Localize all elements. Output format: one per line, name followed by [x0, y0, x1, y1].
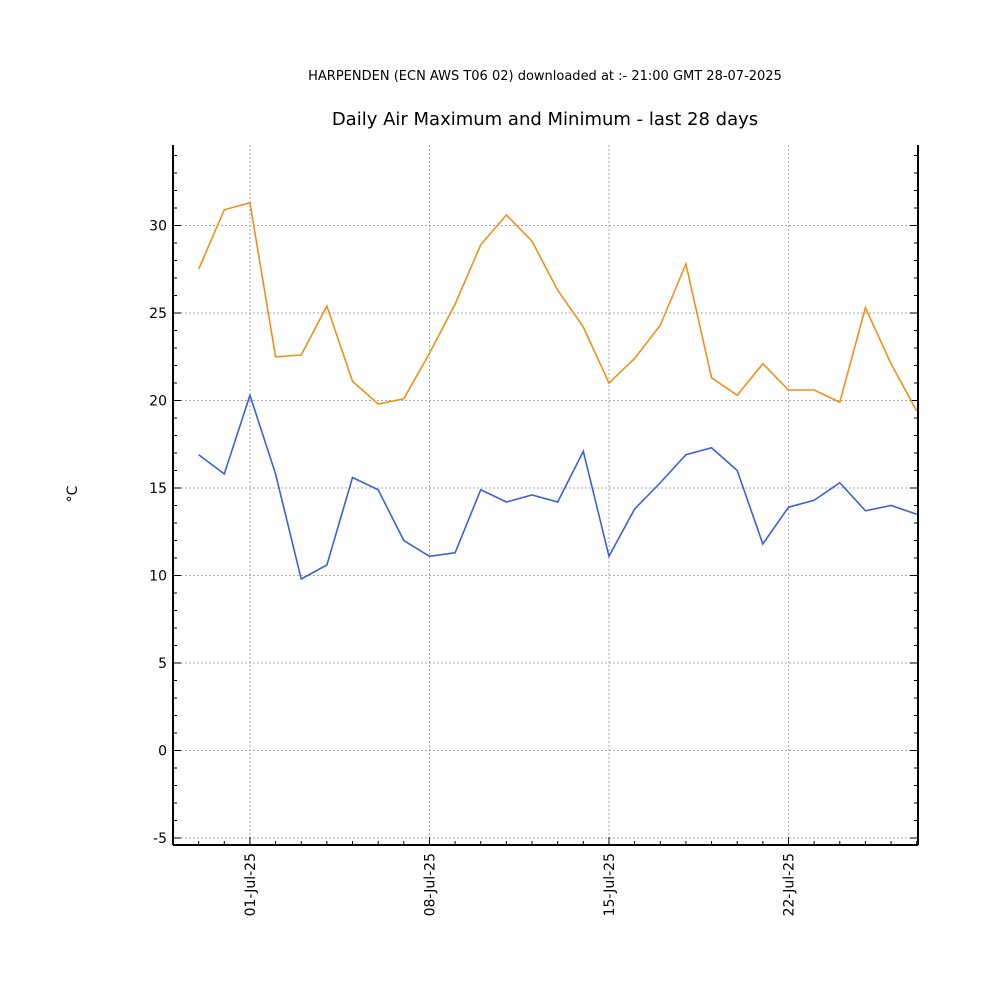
x-tick-label: 15-Jul-25 [602, 853, 618, 916]
y-axis-label: °C [65, 485, 81, 502]
y-tick-label: 0 [158, 744, 167, 760]
y-tick-label: -5 [153, 831, 167, 847]
y-tick-label: 25 [149, 306, 167, 322]
y-tick-label: 20 [149, 394, 167, 410]
series-line [197, 201, 918, 412]
y-tick-label: 10 [149, 569, 167, 585]
y-tick-label: 30 [149, 219, 167, 235]
y-tick-label: 15 [149, 481, 167, 497]
x-tick-label: 01-Jul-25 [243, 853, 259, 916]
x-tick-label: 08-Jul-25 [422, 853, 438, 916]
x-tick-label: 22-Jul-25 [781, 853, 797, 916]
chart-subtitle: HARPENDEN (ECN AWS T06 02) downloaded at… [308, 69, 782, 84]
series-line [198, 392, 917, 581]
chart-title: Daily Air Maximum and Minimum - last 28 … [332, 109, 758, 130]
y-tick-label: 5 [158, 656, 167, 672]
